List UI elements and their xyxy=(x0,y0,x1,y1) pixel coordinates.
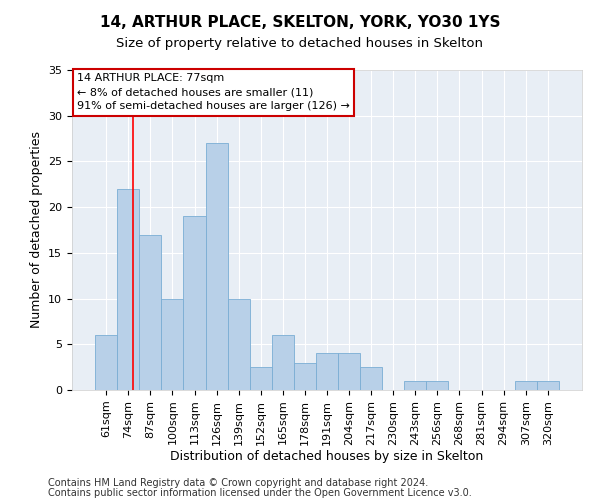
Bar xyxy=(404,381,427,390)
Bar xyxy=(272,335,294,390)
Text: Size of property relative to detached houses in Skelton: Size of property relative to detached ho… xyxy=(116,38,484,51)
X-axis label: Distribution of detached houses by size in Skelton: Distribution of detached houses by size … xyxy=(170,450,484,464)
Bar xyxy=(250,367,272,390)
Text: 14 ARTHUR PLACE: 77sqm
← 8% of detached houses are smaller (11)
91% of semi-deta: 14 ARTHUR PLACE: 77sqm ← 8% of detached … xyxy=(77,73,350,111)
Bar xyxy=(139,234,161,390)
Bar xyxy=(161,298,184,390)
Text: 14, ARTHUR PLACE, SKELTON, YORK, YO30 1YS: 14, ARTHUR PLACE, SKELTON, YORK, YO30 1Y… xyxy=(100,15,500,30)
Bar xyxy=(338,354,360,390)
Bar xyxy=(117,189,139,390)
Bar xyxy=(95,335,117,390)
Y-axis label: Number of detached properties: Number of detached properties xyxy=(29,132,43,328)
Bar xyxy=(227,298,250,390)
Bar xyxy=(515,381,537,390)
Text: Contains public sector information licensed under the Open Government Licence v3: Contains public sector information licen… xyxy=(48,488,472,498)
Bar xyxy=(294,362,316,390)
Text: Contains HM Land Registry data © Crown copyright and database right 2024.: Contains HM Land Registry data © Crown c… xyxy=(48,478,428,488)
Bar xyxy=(360,367,382,390)
Bar xyxy=(184,216,206,390)
Bar xyxy=(316,354,338,390)
Bar xyxy=(537,381,559,390)
Bar xyxy=(206,143,227,390)
Bar xyxy=(427,381,448,390)
